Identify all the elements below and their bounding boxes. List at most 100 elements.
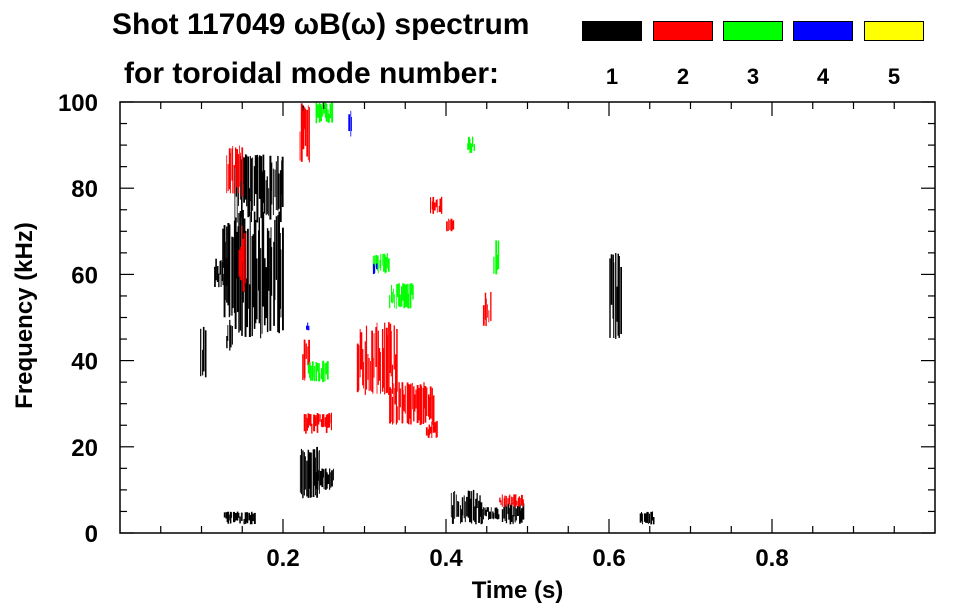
data-mark xyxy=(225,512,227,519)
data-mark xyxy=(470,143,473,153)
data-mark xyxy=(390,389,392,422)
data-mark xyxy=(387,335,388,393)
data-mark xyxy=(223,225,226,318)
data-mark xyxy=(269,155,272,220)
data-mark xyxy=(274,220,276,300)
data-mark xyxy=(371,330,373,392)
data-mark xyxy=(235,147,237,168)
data-mark xyxy=(306,417,308,431)
data-mark xyxy=(316,413,319,433)
data-mark xyxy=(472,136,474,147)
data-mark xyxy=(303,414,306,432)
data-mark xyxy=(389,295,391,309)
x-tick-label: 0.2 xyxy=(266,545,299,572)
data-mark xyxy=(493,513,495,520)
data-mark xyxy=(474,506,476,523)
legend-swatch-2 xyxy=(653,21,713,41)
data-mark xyxy=(407,384,410,425)
data-mark xyxy=(379,260,381,269)
data-mark xyxy=(503,498,505,508)
data-mark xyxy=(480,502,483,525)
data-mark xyxy=(278,173,280,209)
data-mark xyxy=(365,325,368,390)
data-mark xyxy=(519,504,521,524)
data-mark xyxy=(253,211,256,329)
data-mark xyxy=(236,234,239,313)
data-mark xyxy=(241,225,243,262)
data-mark xyxy=(216,266,219,282)
data-mark xyxy=(489,511,491,519)
data-mark xyxy=(273,241,275,326)
data-mark xyxy=(303,452,305,496)
data-mark xyxy=(254,155,257,195)
data-mark xyxy=(419,384,422,425)
data-mark xyxy=(300,448,302,495)
data-mark xyxy=(518,496,520,507)
legend-swatch-1 xyxy=(582,21,642,41)
data-mark xyxy=(215,258,217,281)
data-mark xyxy=(304,456,306,490)
data-mark xyxy=(233,511,235,523)
data-mark xyxy=(434,422,436,433)
data-mark xyxy=(425,427,428,436)
data-mark xyxy=(496,254,498,271)
data-mark xyxy=(266,228,269,333)
data-mark xyxy=(326,414,329,428)
data-mark xyxy=(499,497,501,503)
data-mark xyxy=(257,157,259,218)
data-mark xyxy=(403,394,405,412)
data-mark xyxy=(490,291,492,321)
data-mark xyxy=(509,494,511,506)
legend-label-3: 3 xyxy=(746,64,760,89)
data-mark xyxy=(240,246,243,281)
data-mark xyxy=(522,503,525,520)
data-mark xyxy=(271,162,273,205)
data-mark xyxy=(482,305,485,326)
data-mark xyxy=(455,494,457,517)
data-mark xyxy=(398,283,400,307)
data-mark xyxy=(396,284,399,298)
data-mark xyxy=(310,365,312,381)
legend-swatch-5 xyxy=(864,21,924,41)
data-mark xyxy=(486,507,489,512)
data-mark xyxy=(308,413,310,426)
data-mark xyxy=(262,212,265,307)
data-mark xyxy=(467,136,470,150)
data-mark xyxy=(380,351,381,394)
data-mark xyxy=(258,217,260,324)
data-mark xyxy=(449,219,451,230)
data-mark xyxy=(426,387,428,416)
data-mark xyxy=(616,286,619,322)
data-mark xyxy=(234,217,237,329)
data-mark xyxy=(238,249,241,277)
data-mark xyxy=(263,170,266,214)
data-mark xyxy=(391,285,392,303)
data-mark xyxy=(324,363,326,382)
data-mark xyxy=(303,107,306,129)
data-mark xyxy=(200,328,202,377)
data-mark xyxy=(321,414,324,428)
data-mark xyxy=(516,500,518,506)
data-mark xyxy=(249,156,251,202)
data-mark xyxy=(271,247,273,296)
data-mark xyxy=(323,414,325,427)
data-mark xyxy=(306,460,308,497)
data-mark xyxy=(508,495,510,504)
data-mark xyxy=(226,511,229,523)
data-mark xyxy=(429,426,432,434)
data-mark xyxy=(435,421,437,438)
data-mark xyxy=(618,256,620,338)
data-mark xyxy=(229,319,231,351)
series-2 xyxy=(226,103,524,508)
data-mark xyxy=(646,511,649,523)
data-mark xyxy=(641,512,642,521)
data-mark xyxy=(279,170,282,223)
data-mark xyxy=(253,166,255,206)
data-mark xyxy=(431,387,433,425)
data-mark xyxy=(328,113,330,123)
data-mark xyxy=(247,156,249,218)
data-mark xyxy=(460,505,461,524)
data-mark xyxy=(393,325,395,370)
data-mark xyxy=(321,468,324,488)
data-mark xyxy=(245,233,247,284)
